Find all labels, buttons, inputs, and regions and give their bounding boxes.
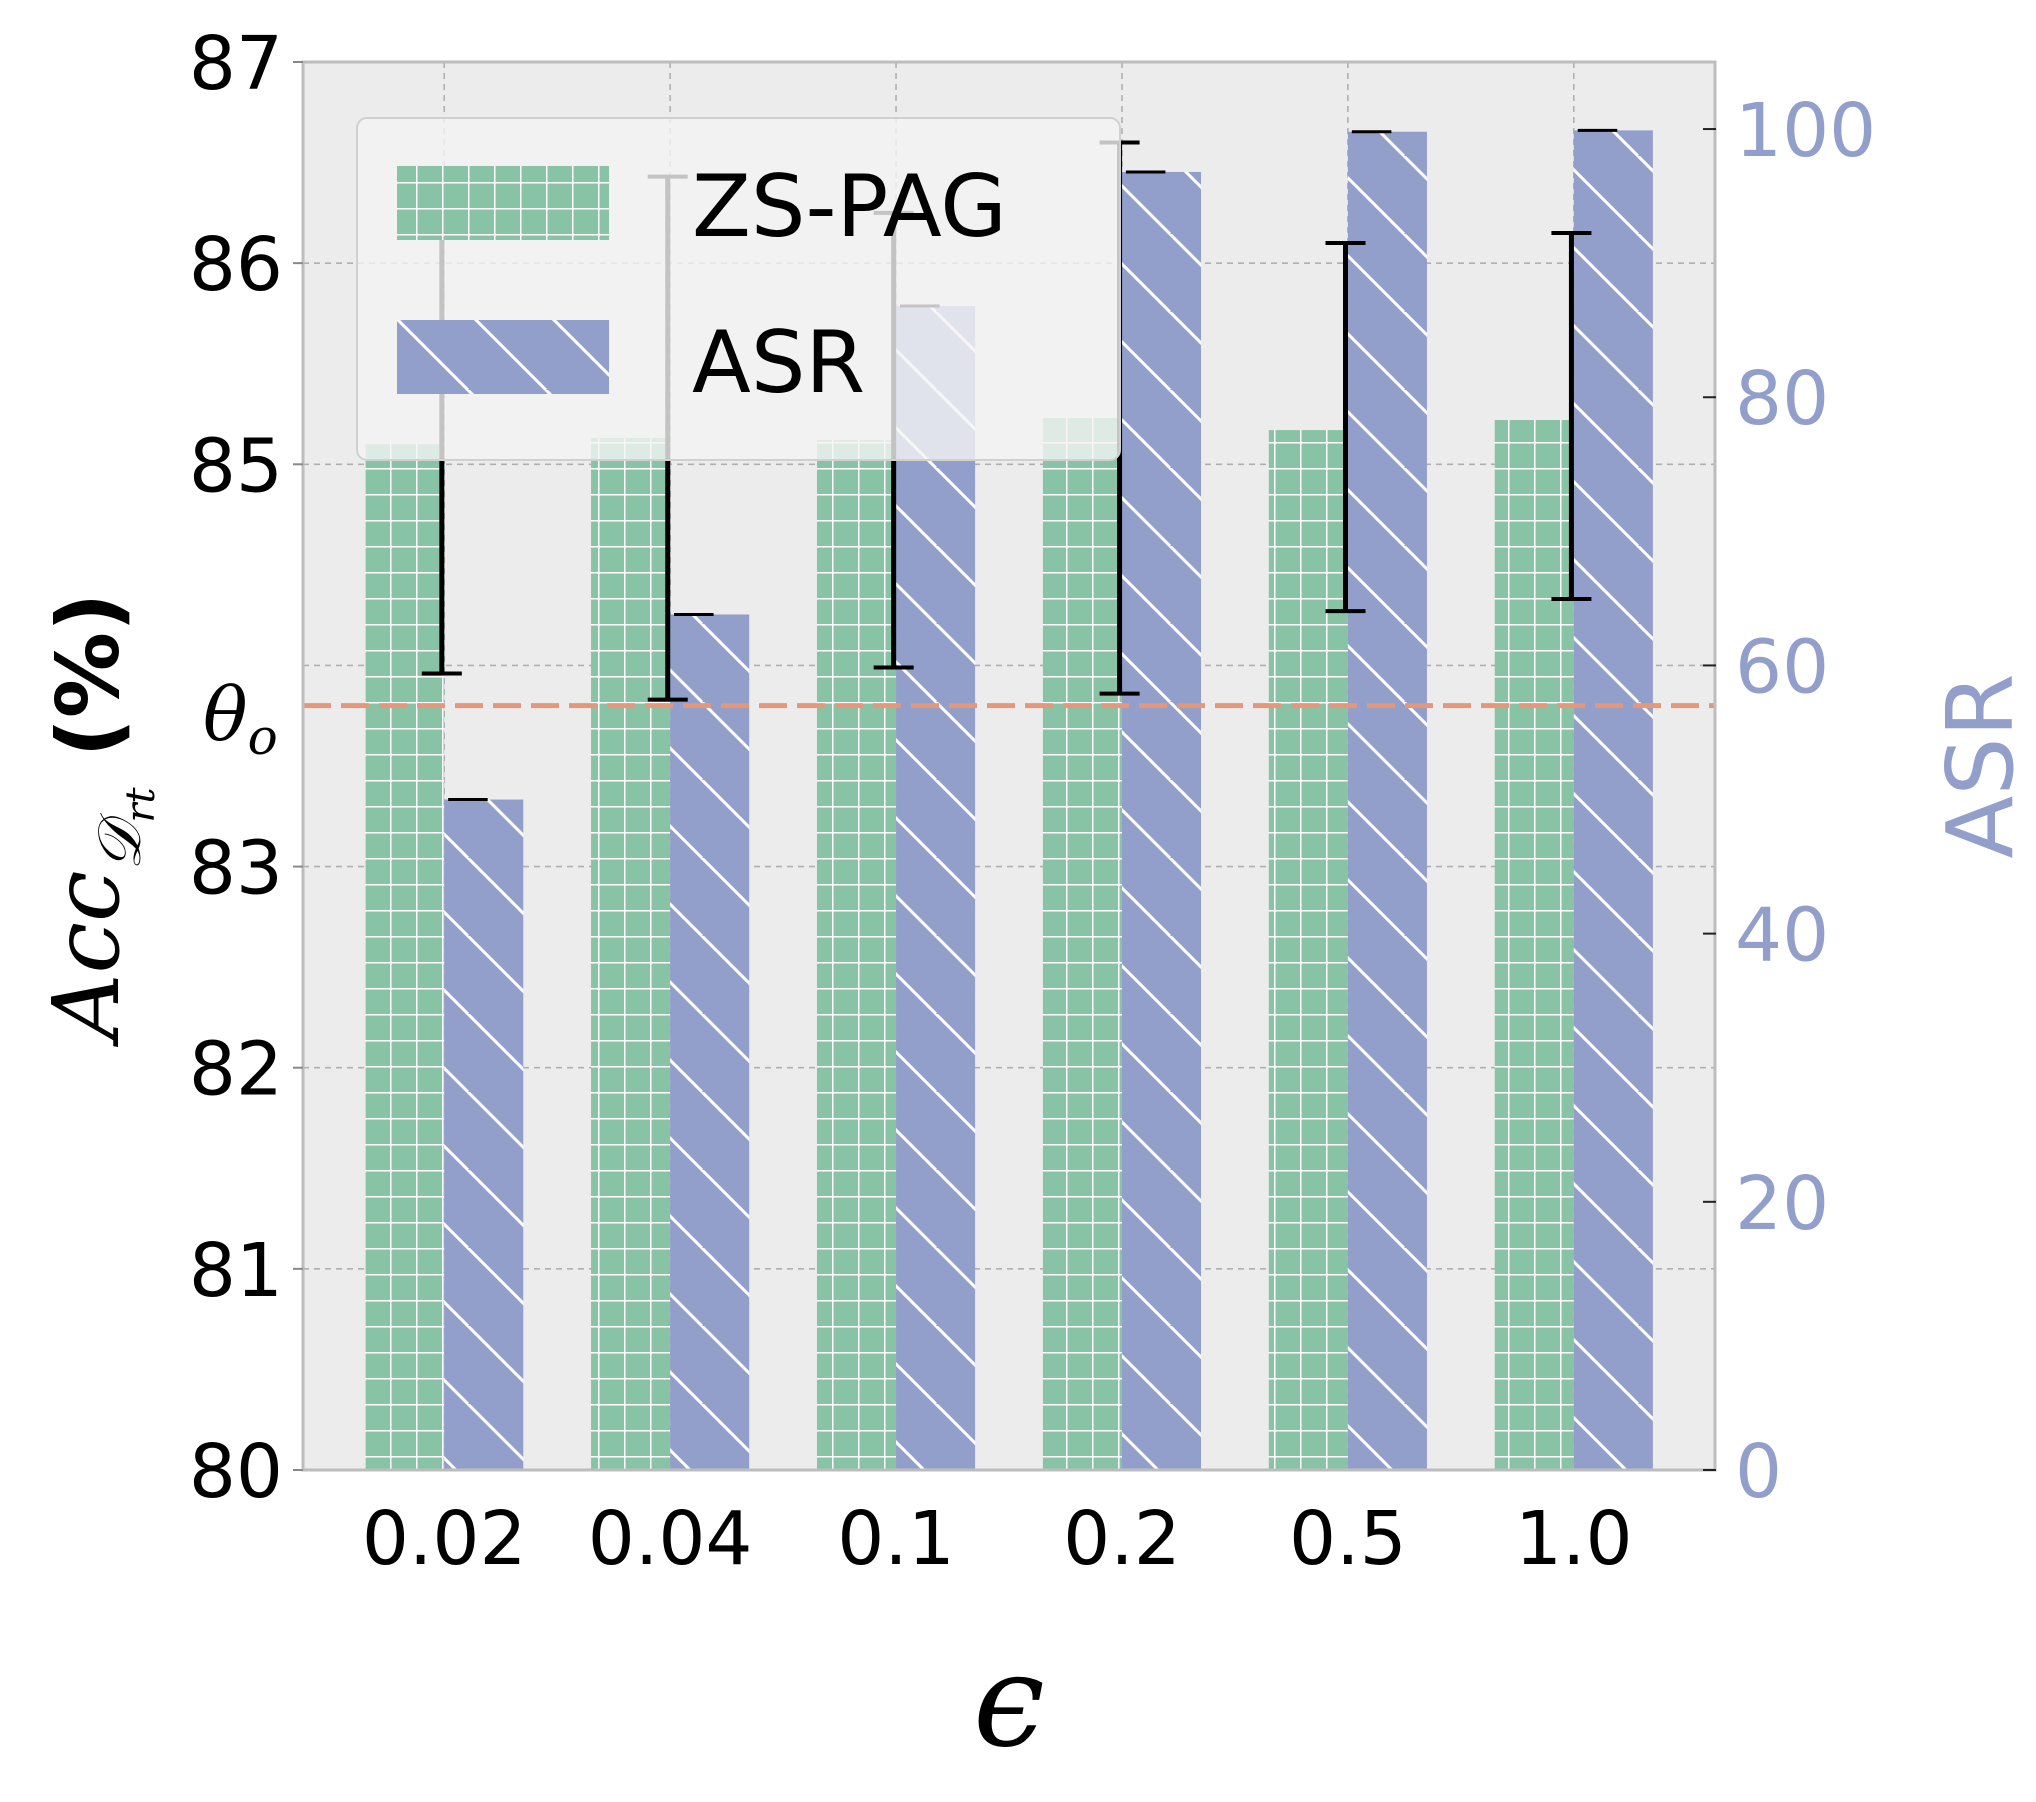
left-tick-label: 83 <box>189 826 283 912</box>
right-axis-ticks: 0 20 40 60 80 100 <box>1703 88 1876 1515</box>
x-axis-ticks: 0.02 0.04 0.1 0.2 0.5 1.0 <box>362 1496 1633 1582</box>
left-axis-label: Acc𝒟rt(%) <box>33 593 164 1048</box>
threshold-label: θo <box>203 672 278 766</box>
legend-swatch-asr <box>397 320 609 394</box>
legend-label-asr: ASR <box>692 313 865 413</box>
bar-zs-pag <box>1494 420 1574 1470</box>
x-tick-label: 0.1 <box>837 1496 955 1582</box>
x-axis-label: ϵ <box>973 1627 1045 1776</box>
left-axis-label-suffix: (%) <box>39 593 139 758</box>
bar-zs-pag <box>365 444 445 1470</box>
right-tick-label: 60 <box>1735 624 1829 710</box>
x-tick-label: 1.0 <box>1515 1496 1633 1582</box>
left-tick-label: 86 <box>189 222 283 308</box>
left-tick-label: 85 <box>189 423 283 509</box>
right-tick-label: 20 <box>1735 1161 1829 1247</box>
bar-asr <box>444 799 524 1470</box>
error-bar-zs-pag <box>1325 241 1366 614</box>
x-tick-label: 0.2 <box>1063 1496 1181 1582</box>
bar-zs-pag <box>1268 430 1348 1470</box>
plot-frame <box>301 60 1717 1472</box>
left-tick-label: 80 <box>189 1429 283 1515</box>
threshold-label-sub: o <box>248 708 278 766</box>
right-tick-label: 0 <box>1735 1429 1782 1515</box>
bar-asr <box>896 306 976 1470</box>
x-tick-label: 0.04 <box>588 1496 753 1582</box>
x-tick-label: 0.02 <box>362 1496 527 1582</box>
threshold-label-main: θ <box>203 672 248 758</box>
bar-asr <box>1573 130 1653 1470</box>
right-tick-label: 80 <box>1735 356 1829 442</box>
bar-asr <box>1121 171 1202 1470</box>
left-tick-label: 81 <box>189 1228 283 1314</box>
legend: ZS-PAG ASR <box>356 117 1121 461</box>
left-axis-label-main: Acc <box>33 871 140 1049</box>
legend-label-zs-pag: ZS-PAG <box>692 157 1007 257</box>
right-axis-label: ASR <box>1927 673 2034 858</box>
right-tick-label: 100 <box>1735 88 1876 174</box>
left-tick-label: 82 <box>189 1027 283 1113</box>
right-tick-label: 40 <box>1735 893 1829 979</box>
bar-zs-pag <box>816 440 897 1470</box>
error-bar-zs-pag <box>1551 230 1592 602</box>
bar-zs-pag <box>1042 418 1122 1470</box>
bar-asr <box>1347 131 1427 1470</box>
left-axis-label-subsub: rt <box>118 786 164 822</box>
svg-text:Acc𝒟rt(%): Acc𝒟rt(%) <box>33 593 164 1048</box>
left-tick-label: 87 <box>189 21 283 107</box>
legend-swatch-zs-pag <box>397 166 609 240</box>
bar-zs-pag <box>591 438 671 1470</box>
x-tick-label: 0.5 <box>1289 1496 1407 1582</box>
bar-asr <box>670 614 750 1470</box>
left-axis-ticks: 80 81 82 83 85 86 87 <box>189 21 303 1515</box>
bars <box>365 130 1653 1470</box>
